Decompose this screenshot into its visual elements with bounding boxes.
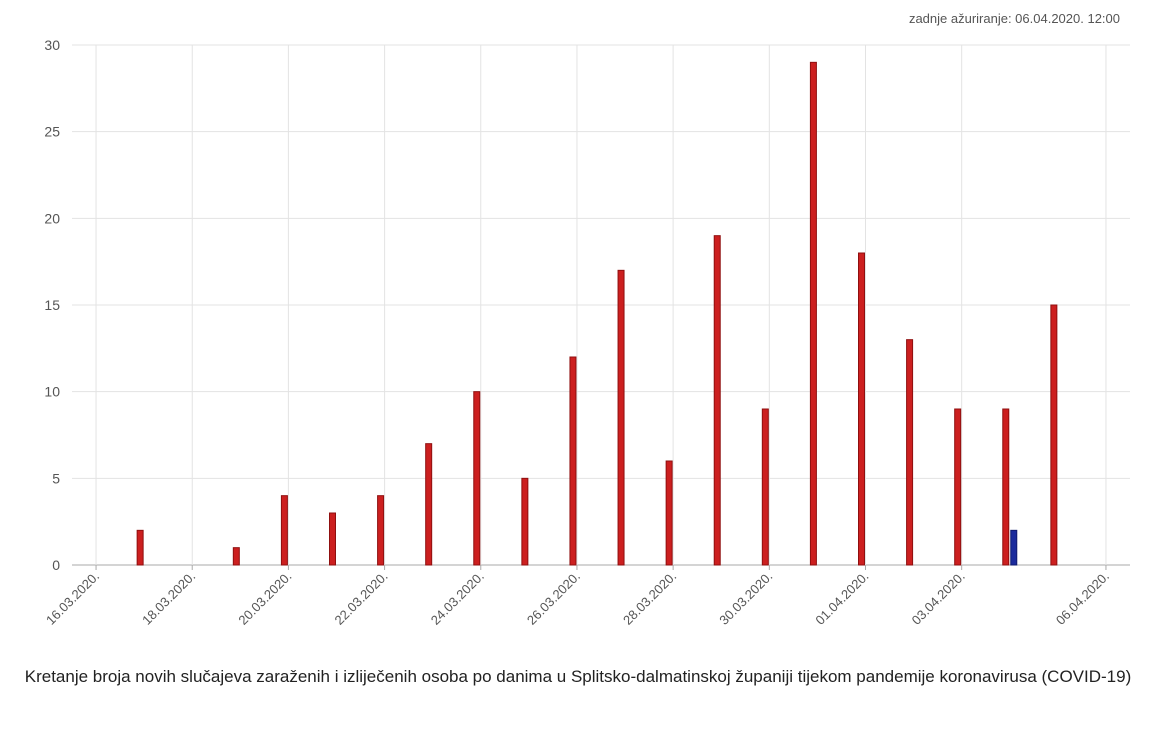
bar[interactable] — [232, 547, 240, 566]
bar[interactable] — [473, 391, 481, 566]
bar[interactable] — [761, 408, 769, 566]
x-tick-label: 20.03.2020. — [235, 569, 294, 628]
x-tick-label: 22.03.2020. — [332, 569, 391, 628]
bar[interactable] — [858, 252, 865, 566]
x-tick-label: 28.03.2020. — [620, 569, 679, 628]
bar-chart: 0 5 10 15 20 25 30 16.03.2020. 18.03.2020. 20.03… — [43, 37, 1130, 628]
bar[interactable] — [1050, 304, 1058, 566]
y-tick-label: 5 — [52, 470, 60, 486]
chart-caption: Kretanje broja novih slučajeva zaraženih… — [24, 667, 1132, 686]
bar[interactable] — [617, 269, 625, 566]
bar[interactable] — [425, 443, 433, 566]
x-tick-label: 24.03.2020. — [428, 569, 487, 628]
bar[interactable] — [329, 512, 336, 566]
y-tick-label: 15 — [44, 297, 60, 313]
y-tick-label: 0 — [52, 557, 60, 573]
x-tick-label: 26.03.2020. — [524, 569, 583, 628]
x-tick-label: 30.03.2020. — [716, 569, 775, 628]
bar[interactable] — [136, 529, 144, 566]
x-tick-label: 03.04.2020. — [909, 569, 968, 628]
y-axis: 0 5 10 15 20 25 30 — [44, 37, 60, 573]
bar[interactable] — [713, 235, 721, 566]
bar[interactable] — [377, 495, 385, 566]
bar[interactable] — [521, 477, 529, 566]
x-tick-label: 01.04.2020. — [812, 569, 871, 628]
bar[interactable] — [665, 460, 673, 566]
bar[interactable] — [1002, 408, 1010, 566]
y-tick-label: 30 — [44, 37, 60, 53]
bar[interactable] — [280, 495, 288, 566]
x-axis: 16.03.2020. 18.03.2020. 20.03.2020. 22.03.2… — [43, 565, 1112, 628]
last-updated-label: zadnje ažuriranje: 06.04.2020. 12:00 — [908, 11, 1120, 26]
bar[interactable] — [954, 408, 962, 566]
y-tick-label: 25 — [44, 124, 60, 140]
chart-bars — [136, 61, 1058, 566]
x-tick-label: 18.03.2020. — [139, 569, 198, 628]
bar[interactable] — [569, 356, 577, 566]
bar[interactable] — [809, 61, 817, 566]
chart-grid — [72, 44, 1130, 566]
y-tick-label: 20 — [44, 210, 60, 226]
x-tick-label: 06.04.2020. — [1053, 569, 1112, 628]
y-tick-label: 10 — [44, 384, 60, 400]
bar[interactable] — [906, 339, 914, 566]
bar[interactable] — [1010, 529, 1018, 566]
x-tick-label: 16.03.2020. — [43, 569, 102, 628]
